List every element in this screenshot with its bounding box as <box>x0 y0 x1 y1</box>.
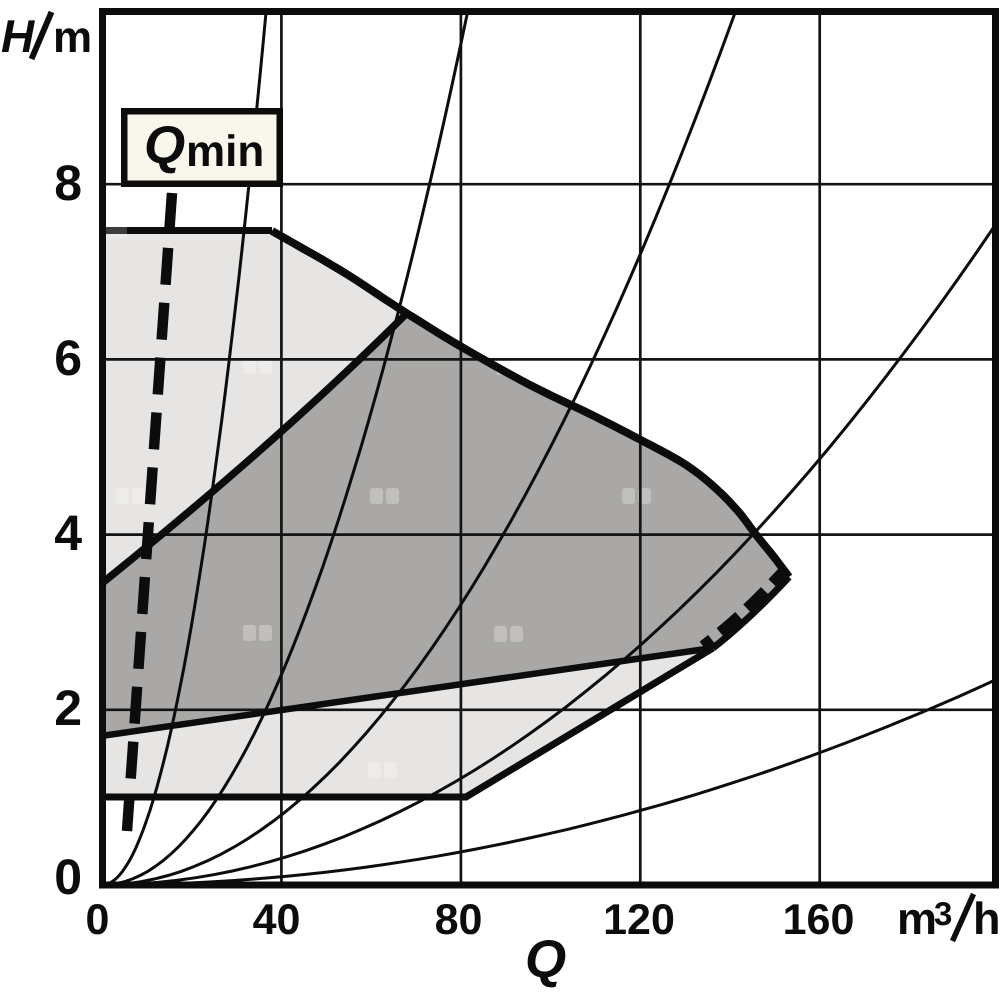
svg-text:0: 0 <box>86 896 110 944</box>
svg-text:8: 8 <box>54 155 82 211</box>
svg-text:h: h <box>973 893 1000 944</box>
svg-text:m: m <box>53 13 92 62</box>
svg-text:6: 6 <box>54 330 82 386</box>
svg-text:H: H <box>1 10 35 62</box>
svg-text:Q: Q <box>525 930 566 989</box>
svg-text:m: m <box>897 893 937 944</box>
svg-text:120: 120 <box>603 896 675 944</box>
svg-text:40: 40 <box>253 896 301 944</box>
svg-text:3: 3 <box>934 895 952 932</box>
svg-text:80: 80 <box>435 896 483 944</box>
svg-text:0: 0 <box>54 849 82 905</box>
svg-text:160: 160 <box>783 896 855 944</box>
svg-text:2: 2 <box>54 680 82 736</box>
svg-text:min: min <box>186 127 264 176</box>
svg-text:Q: Q <box>144 116 185 175</box>
svg-text:4: 4 <box>54 505 82 561</box>
